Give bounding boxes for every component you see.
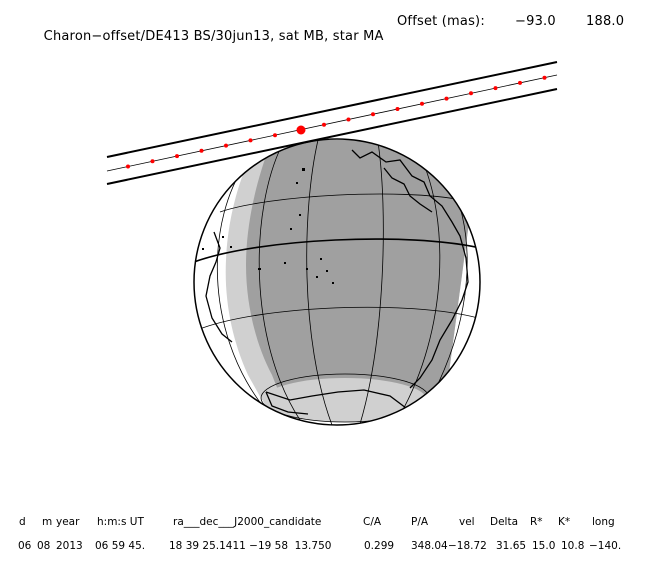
track-point [199,148,204,153]
offset-ra-value: −93.0 [515,14,556,29]
header-time: h:m:s UT [97,516,144,528]
value-pa: 348.04 [411,540,448,552]
track-point [444,96,449,101]
header-velocity: vel [459,516,475,528]
night-zone [246,140,480,425]
header-day: d [19,516,26,528]
value-day: 06 [18,540,32,552]
header-kstar: K* [558,516,571,528]
track-point [371,112,375,117]
island-dots [202,168,334,284]
track-point [420,101,424,106]
track-point [150,159,155,164]
track-point [175,154,179,159]
track-point [518,80,522,85]
shadow-limit-north [106,61,558,158]
globe-outline [193,138,481,426]
value-kstar: 10.8 [561,540,585,552]
closest-approach-point [296,125,306,135]
track-point [346,117,351,122]
title-text: Charon−offset/DE413 BS/30jun13, sat MB, … [43,29,384,44]
header-coordinates: ra___dec___J2000_candidate [173,516,322,528]
parallel-grid [194,193,480,423]
track-point [126,164,130,169]
shadow-limit-south [106,88,558,185]
header-longitude: long [592,516,615,528]
value-ca: 0.299 [364,540,395,552]
header-month: m [42,516,53,528]
track-point [322,122,326,127]
track-point [469,91,473,96]
value-longitude: −140. [589,540,622,552]
value-delta: 31.65 [496,540,527,552]
coastlines [205,149,469,421]
offset-dec-value: 188.0 [586,14,625,29]
header-rstar: R* [530,516,543,528]
track-time-points [126,75,547,169]
track-point [224,143,228,148]
value-velocity: −18.72 [448,540,487,552]
value-rstar: 15.0 [532,540,556,552]
track-point [273,133,277,138]
track-point [395,107,400,111]
offset-label: Offset (mas): [397,14,485,29]
track-point [248,138,253,143]
header-ca: C/A [363,516,382,528]
shadow-centerline [106,74,558,172]
track-point [542,75,547,80]
value-month: 08 [37,540,51,552]
plot-title: Charon−offset/DE413 BS/30jun13, sat MB, … [35,14,624,89]
value-year: 2013 [56,540,83,552]
header-year: year [56,516,80,528]
header-delta: Delta [490,516,519,528]
value-coordinates: 18 39 25.1411 −19 58 13.750 [169,540,332,552]
polar-cap-region [263,378,427,422]
header-pa: P/A [411,516,429,528]
track-point [493,86,498,91]
shadow-track [106,61,558,185]
value-time: 06 59 45. [95,540,146,552]
